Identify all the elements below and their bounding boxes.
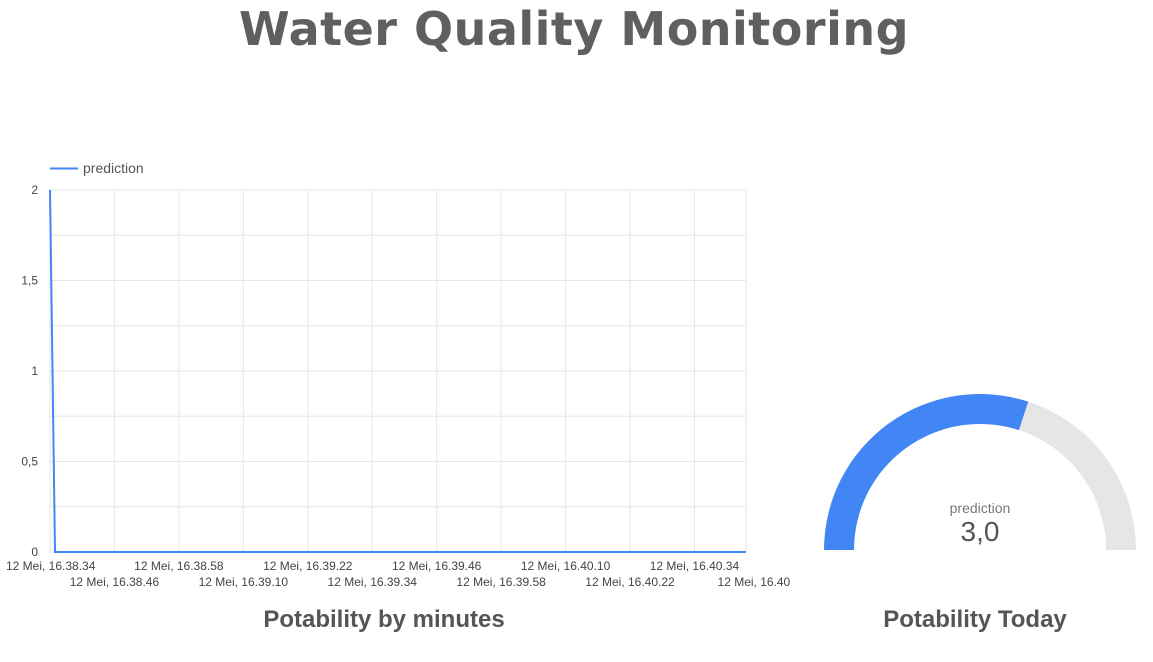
y-tick-label: 2	[31, 183, 38, 197]
x-axis-ticks: 12 Mei, 16.38.34 12 Mei, 16.38.46 12 Mei, …	[6, 559, 790, 589]
y-axis-ticks: 0 0,5 1 1,5 2	[21, 183, 38, 559]
page-title: Water Quality Monitoring	[238, 2, 910, 56]
y-tick-label: 1	[31, 364, 38, 378]
gauge-chart: prediction 3,0	[824, 394, 1136, 550]
chart-legend: prediction	[50, 160, 144, 176]
gauge-track	[1018, 401, 1136, 550]
x-tick-label: 12 Mei, 16.40...	[718, 575, 790, 589]
gauge-fill	[824, 394, 1029, 550]
x-tick-label: 12 Mei, 16.39.58	[456, 575, 546, 589]
x-tick-label: 12 Mei, 16.40.10	[521, 559, 611, 573]
x-tick-label: 12 Mei, 16.39.34	[328, 575, 418, 589]
x-tick-label: 12 Mei, 16.40.22	[585, 575, 675, 589]
x-tick-label: 12 Mei, 16.38.34	[6, 559, 96, 573]
chart-gridlines	[49, 189, 747, 553]
series-line-prediction	[49, 189, 746, 553]
y-tick-label: 0,5	[21, 455, 38, 469]
series-prediction	[49, 189, 746, 553]
line-chart: prediction 00,511,52 12 Mei, 16.38.3412 …	[6, 160, 790, 589]
x-tick-label: 12 Mei, 16.38.58	[134, 559, 224, 573]
gauge-value-label: 3,0	[961, 516, 1000, 547]
x-tick-label: 12 Mei, 16.38.46	[70, 575, 160, 589]
gauge-chart-caption: Potability Today	[883, 606, 1067, 633]
x-tick-label: 12 Mei, 16.39.10	[199, 575, 289, 589]
legend-label-prediction: prediction	[83, 160, 144, 176]
x-tick-label: 12 Mei, 16.39.46	[392, 559, 482, 573]
gauge-metric-label: prediction	[950, 500, 1011, 516]
x-tick-label: 12 Mei, 16.39.22	[263, 559, 353, 573]
y-tick-label: 0	[31, 545, 38, 559]
line-chart-caption: Potability by minutes	[263, 606, 505, 633]
y-tick-label: 1,5	[21, 274, 38, 288]
x-tick-label: 12 Mei, 16.40.34	[650, 559, 740, 573]
